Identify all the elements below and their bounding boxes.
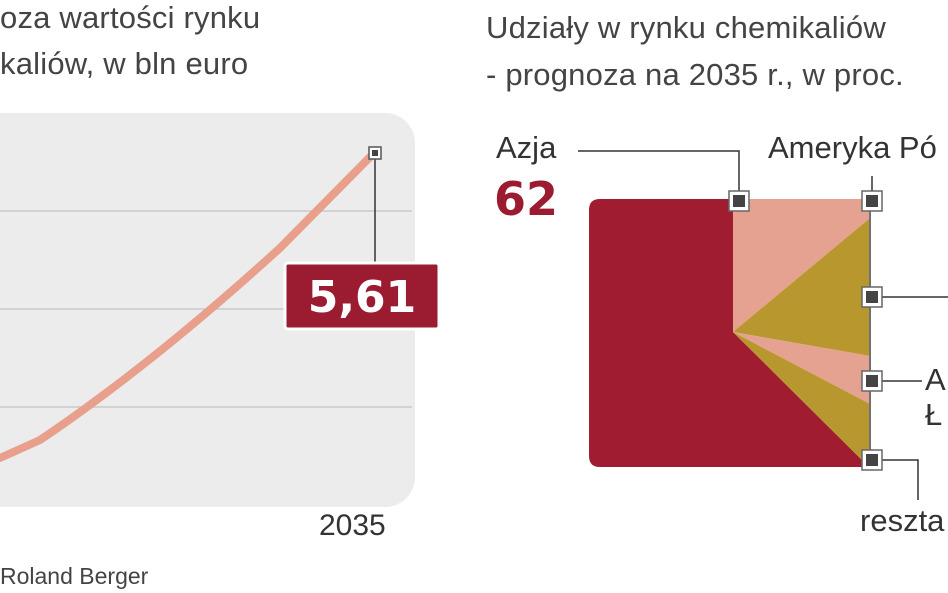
label-asia: Azja (496, 130, 557, 165)
line-end-marker-core (372, 150, 378, 156)
left-chart-title-line2: kaliów, w bln euro (0, 46, 249, 81)
marker-asia-core (733, 195, 745, 207)
label-latin-america-line1: A (925, 362, 946, 397)
square-pie-rest (733, 332, 870, 468)
x-tick-label: 2035 (319, 509, 386, 542)
series-line-market-value (0, 149, 378, 462)
value-callout-label: 5,61 (308, 272, 417, 323)
square-pie-outline (587, 197, 871, 469)
marker-rest-core (866, 454, 878, 466)
source-label: Roland Berger (0, 563, 149, 589)
value-callout-box (283, 261, 441, 331)
square-pie-north-america (733, 198, 870, 332)
square-pie-gold-segment-1 (733, 218, 870, 356)
marker-north-america-core (866, 195, 878, 207)
value-asia: 62 (494, 172, 559, 226)
right-chart-title-line1: Udziały w rynku chemikaliów (486, 10, 886, 45)
label-rest: reszta (860, 503, 945, 538)
label-latin-america-line2: Ł (925, 397, 943, 432)
leader-line-rest (872, 459, 919, 500)
marker-gold-core (866, 291, 878, 303)
square-pie-asia (588, 198, 870, 468)
right-chart-title-line2: - prognoza na 2035 r., w proc. (486, 57, 904, 92)
left-chart-title-line1: oza wartości rynku (0, 0, 261, 35)
leader-line-asia (578, 150, 740, 200)
label-north-america: Ameryka Pó (768, 130, 937, 165)
marker-latin-america-core (866, 375, 878, 387)
